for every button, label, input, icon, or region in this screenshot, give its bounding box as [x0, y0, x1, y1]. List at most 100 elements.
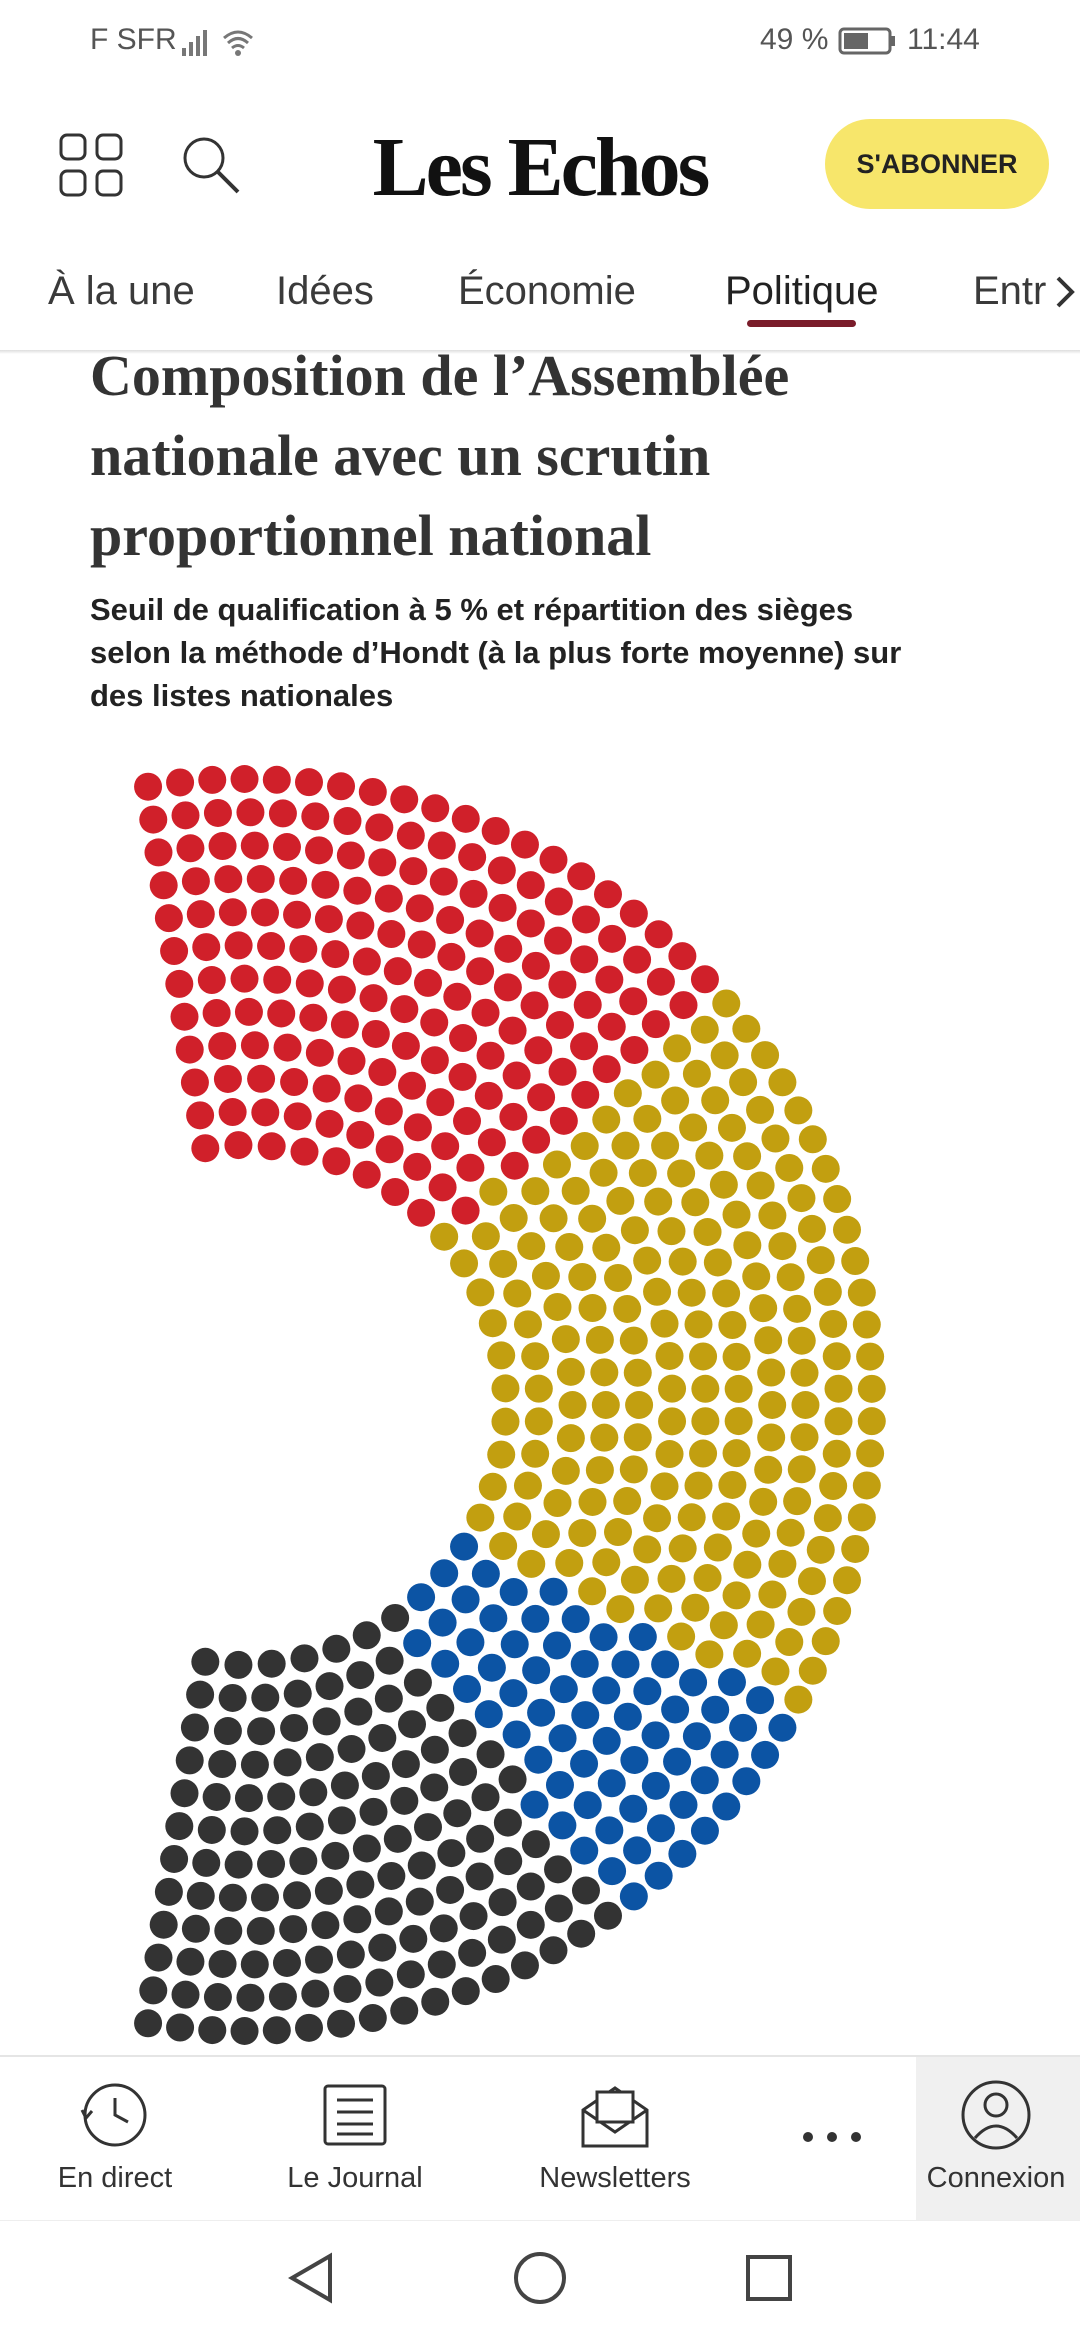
- seat: [641, 1010, 670, 1039]
- nav-label[interactable]: Le Journal: [287, 2162, 423, 2194]
- seat: [500, 1151, 529, 1180]
- seat: [729, 1713, 758, 1742]
- clock: 11:44: [907, 23, 980, 56]
- seat: [589, 1158, 618, 1187]
- seat: [620, 1745, 649, 1774]
- seat: [503, 1502, 532, 1531]
- seat: [669, 1790, 698, 1819]
- seat: [198, 765, 227, 794]
- seat: [578, 1487, 607, 1516]
- seat: [832, 1566, 861, 1595]
- seat: [494, 934, 523, 963]
- seat: [374, 1684, 403, 1713]
- tabs-chevron[interactable]: [1050, 272, 1080, 312]
- tab[interactable]: Politique: [725, 269, 879, 313]
- seat: [154, 904, 183, 933]
- seat: [623, 945, 652, 974]
- tab[interactable]: Entr: [973, 269, 1047, 313]
- seat: [344, 1697, 373, 1726]
- seat: [520, 1790, 549, 1819]
- seat: [466, 957, 495, 986]
- seat: [230, 1817, 259, 1846]
- seat: [677, 1503, 706, 1532]
- seat: [499, 1679, 528, 1708]
- seat: [407, 1583, 436, 1612]
- seat: [689, 1342, 718, 1371]
- seat: [171, 801, 200, 830]
- seat: [679, 1113, 708, 1142]
- seat: [368, 1058, 397, 1087]
- seat: [186, 1101, 215, 1130]
- seat: [590, 1358, 619, 1387]
- seat: [230, 765, 259, 794]
- search-icon[interactable]: [180, 134, 242, 196]
- seat: [498, 1016, 527, 1045]
- seat: [437, 1839, 466, 1868]
- seat: [521, 1604, 550, 1633]
- seat: [459, 1902, 488, 1931]
- seat: [544, 926, 573, 955]
- seat: [466, 1824, 495, 1853]
- nav-label[interactable]: Connexion: [926, 2162, 1066, 2194]
- seat: [218, 898, 247, 927]
- seat: [165, 969, 194, 998]
- subscribe-button[interactable]: S'ABONNER: [825, 119, 1049, 209]
- seat: [134, 2009, 163, 2038]
- seat: [283, 1679, 312, 1708]
- seat: [327, 1806, 356, 1835]
- seat: [405, 1887, 434, 1916]
- seat: [295, 768, 324, 797]
- seat: [368, 1933, 397, 1962]
- seat: [841, 1534, 870, 1563]
- seat: [623, 1423, 652, 1452]
- seat: [787, 1184, 816, 1213]
- seat: [396, 821, 425, 850]
- seat: [539, 1577, 568, 1606]
- seat: [397, 1710, 426, 1739]
- seat: [798, 1656, 827, 1685]
- seat: [775, 1628, 804, 1657]
- nav-label[interactable]: Newsletters: [539, 2162, 691, 2194]
- seat: [421, 794, 450, 823]
- tab[interactable]: Économie: [458, 269, 636, 313]
- seat: [783, 1294, 812, 1323]
- seat: [399, 857, 428, 886]
- seat: [545, 1770, 574, 1799]
- seat: [531, 1520, 560, 1549]
- seat: [517, 1232, 546, 1261]
- seat: [754, 1455, 783, 1484]
- seat: [709, 1170, 738, 1199]
- seat: [544, 887, 573, 916]
- tab[interactable]: Idées: [276, 269, 374, 313]
- seat: [856, 1342, 885, 1371]
- seat: [450, 1249, 479, 1278]
- tab[interactable]: À la une: [48, 269, 195, 313]
- seat: [251, 1683, 280, 1712]
- seat: [208, 1750, 237, 1779]
- seat: [443, 982, 472, 1011]
- seat: [375, 1646, 404, 1675]
- title-line: Composition de l’Assemblée: [90, 343, 790, 408]
- seat: [746, 1610, 775, 1639]
- seat: [722, 1581, 751, 1610]
- seat: [299, 1003, 328, 1032]
- seat: [453, 1674, 482, 1703]
- seat: [768, 1549, 797, 1578]
- seat: [598, 1857, 627, 1886]
- menu-grid[interactable]: [58, 132, 124, 198]
- seat: [224, 1650, 253, 1679]
- title-line: proportionnel national: [90, 503, 652, 568]
- seat: [429, 867, 458, 896]
- seat: [613, 1079, 642, 1108]
- seat: [487, 1925, 516, 1954]
- seat: [333, 807, 362, 836]
- seat: [787, 1597, 816, 1626]
- seat: [611, 1650, 640, 1679]
- seat: [693, 1564, 722, 1593]
- seat: [279, 866, 308, 895]
- seat: [257, 1132, 286, 1161]
- seat: [722, 1342, 751, 1371]
- seat: [712, 1792, 741, 1821]
- nav-label[interactable]: En direct: [57, 2162, 173, 2194]
- seat: [290, 1137, 319, 1166]
